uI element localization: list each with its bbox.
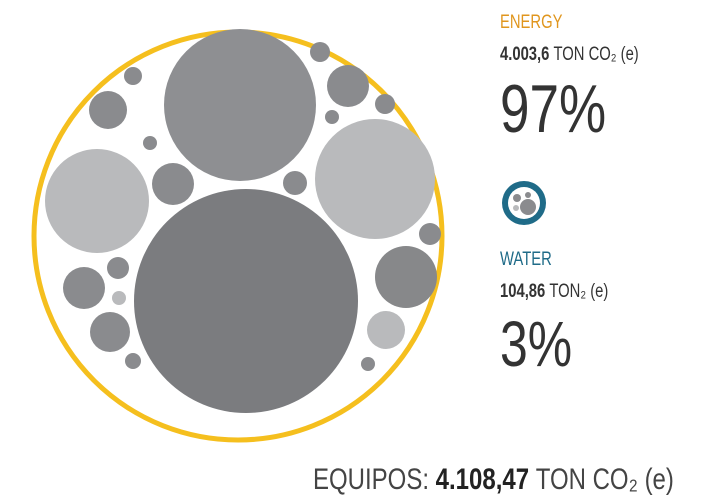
- bubble: [325, 110, 339, 124]
- water-amount: 104,86: [500, 280, 545, 301]
- bubble: [90, 312, 130, 352]
- energy-label: ENERGY: [500, 11, 563, 32]
- total-amount: 4.108,47: [436, 461, 529, 495]
- bubble: [45, 149, 149, 253]
- bubble: [143, 136, 157, 150]
- total-block: EQUIPOS: 4.108,47 TON CO₂ (e): [313, 461, 674, 495]
- water-unit: TON₂ (e): [549, 280, 608, 301]
- bubble: [63, 267, 105, 309]
- bubble: [164, 29, 316, 181]
- energy-percent: 97%: [500, 71, 606, 147]
- bubble: [283, 171, 307, 195]
- water-icon: [502, 181, 546, 225]
- water-label: WATER: [500, 248, 552, 269]
- energy-value: 4.003,6 TON CO₂ (e): [500, 43, 639, 64]
- energy-amount: 4.003,6: [500, 43, 549, 64]
- bubble: [327, 65, 369, 107]
- bubble: [367, 311, 405, 349]
- bubble: [361, 357, 375, 371]
- bubble: [112, 291, 126, 305]
- total-line: EQUIPOS: 4.108,47 TON CO₂ (e): [313, 461, 674, 495]
- bubble: [310, 42, 330, 62]
- bubble: [375, 94, 395, 114]
- water-percent: 3%: [500, 309, 572, 380]
- bubble: [107, 257, 129, 279]
- bubble: [375, 246, 437, 308]
- bubble: [152, 163, 194, 205]
- total-label: EQUIPOS:: [313, 461, 429, 495]
- bubble-cluster: [31, 29, 445, 443]
- bubble: [419, 223, 441, 245]
- water-block: WATER 104,86 TON₂ (e) 3%: [500, 248, 608, 380]
- bubble: [124, 67, 142, 85]
- bubble: [134, 189, 358, 413]
- energy-block: ENERGY 4.003,6 TON CO₂ (e) 97%: [500, 11, 639, 146]
- bubble: [125, 353, 141, 369]
- total-unit: TON CO₂ (e): [536, 461, 674, 495]
- energy-unit: TON CO₂ (e): [554, 43, 639, 64]
- water-value: 104,86 TON₂ (e): [500, 280, 608, 301]
- bubble: [89, 91, 127, 129]
- bubble: [315, 119, 435, 239]
